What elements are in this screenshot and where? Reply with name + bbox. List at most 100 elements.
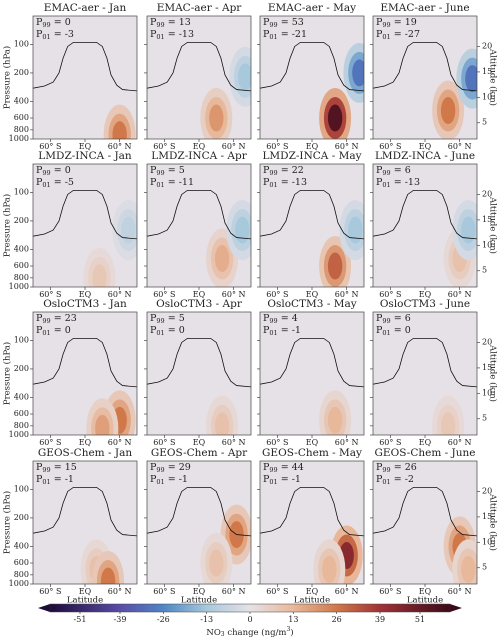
anomaly-contour <box>327 406 343 434</box>
anomaly-contour <box>461 555 476 583</box>
panel-title: GEOS-Chem - June <box>375 447 476 459</box>
colorbar-tick-label: 13 <box>288 615 298 624</box>
y-tick-label: 400 <box>14 244 29 253</box>
tropopause <box>260 337 364 388</box>
x-tick-label: 60° S <box>153 438 175 447</box>
tropopause <box>147 189 251 240</box>
y-tick-label: 800 <box>14 570 29 579</box>
anomaly-contour <box>327 252 343 280</box>
anomaly-contour <box>352 59 364 87</box>
x-tick-label: 60° N <box>108 142 132 151</box>
y-tick-label: 600 <box>14 558 29 567</box>
x-tick-label: 60° N <box>108 438 132 447</box>
stat-label: P99 = 53 <box>263 17 304 30</box>
x-tick-label: EQ <box>419 290 432 299</box>
y-tick-label: 100 <box>14 484 29 493</box>
tropopause <box>33 486 137 537</box>
tropopause <box>373 41 477 92</box>
x-tick-label: 60° S <box>379 587 401 596</box>
x-tick-label: EQ <box>193 587 206 596</box>
y-tick-label: 200 <box>14 216 29 225</box>
stat-label: P01 = -1 <box>263 474 301 487</box>
tropopause <box>373 189 477 240</box>
panel-title: EMAC-aer - May <box>268 2 356 14</box>
field <box>373 337 477 435</box>
x-axis-label: Latitude <box>181 596 217 606</box>
x-tick-label: EQ <box>419 142 432 151</box>
anomaly-contour <box>95 414 110 435</box>
stat-label: P01 = -13 <box>263 177 307 190</box>
panel-title: GEOS-Chem - May <box>262 447 362 459</box>
y-tick-label: 1000 <box>9 579 29 588</box>
stat-label: P01 = 0 <box>36 325 71 338</box>
y-tick-label: 100 <box>14 187 29 196</box>
x-tick-label: 60° S <box>379 142 401 151</box>
panel-title: OsloCTM3 - June <box>380 298 470 310</box>
y-tick-label: 1000 <box>9 430 29 439</box>
colorbar-tick-label: -26 <box>157 615 170 624</box>
field <box>260 486 364 584</box>
y-tick-label: 400 <box>14 541 29 550</box>
x-tick-label: 60° N <box>108 290 132 299</box>
stat-label: P01 = -1 <box>150 474 188 487</box>
x-tick-label: 60° N <box>335 438 359 447</box>
y-tick-label: 1000 <box>9 134 29 143</box>
y2-axis-label: Altitude (km) <box>488 196 499 254</box>
colorbar-min-extend <box>38 604 50 612</box>
field <box>260 41 364 139</box>
x-tick-label: EQ <box>79 587 92 596</box>
tropopause <box>260 189 364 240</box>
x-tick-label: 60° N <box>448 587 472 596</box>
stat-label: P99 = 13 <box>150 17 191 30</box>
y2-tick-label: 15 <box>482 215 492 224</box>
stat-label: P99 = 15 <box>36 462 77 475</box>
y-tick-label: 100 <box>14 335 29 344</box>
stat-label: P01 = -2 <box>376 474 414 487</box>
anomaly-contour <box>327 104 343 132</box>
y-tick-label: 200 <box>14 364 29 373</box>
y2-axis-label: Altitude (km) <box>488 48 499 106</box>
x-tick-label: 60° S <box>266 142 288 151</box>
stat-label: P99 = 0 <box>36 165 71 178</box>
x-tick-label: EQ <box>306 142 319 151</box>
stat-label: P99 = 6 <box>376 165 411 178</box>
colorbar-label: NO3 change (ng/m3) <box>206 626 293 638</box>
x-tick-label: 60° N <box>222 142 246 151</box>
x-tick-label: 60° S <box>266 587 288 596</box>
stat-label: P01 = -13 <box>376 177 420 190</box>
x-tick-label: 60° S <box>153 290 175 299</box>
field <box>147 189 251 287</box>
x-tick-label: 60° S <box>266 290 288 299</box>
y-tick-label: 600 <box>14 113 29 122</box>
field <box>260 337 364 435</box>
y2-tick-label: 20 <box>482 41 492 50</box>
anomaly-contour <box>121 216 136 244</box>
colorbar: -51 -39 -26 -13 0 13 26 39 51 NO3 change (ng/m3) <box>38 603 462 638</box>
x-tick-label: 60° N <box>335 142 359 151</box>
stat-label: P99 = 5 <box>150 165 185 178</box>
field <box>147 486 251 584</box>
y-tick-label: 800 <box>14 421 29 430</box>
tropopause <box>260 486 364 537</box>
anomaly-contour <box>209 104 224 132</box>
y2-tick-label: 10 <box>482 388 492 397</box>
colorbar-tick-label: 51 <box>415 615 425 624</box>
y-tick-label: 200 <box>14 513 29 522</box>
panel-title: GEOS-Chem - Jan <box>38 447 132 459</box>
anomaly-contour <box>322 555 337 583</box>
stat-label: P99 = 22 <box>263 165 304 178</box>
stat-label: P99 = 29 <box>150 462 191 475</box>
x-tick-label: 60° S <box>379 290 401 299</box>
stat-label: P01 = -5 <box>36 177 74 190</box>
colorbar-max-extend <box>450 604 462 612</box>
y-tick-label: 100 <box>14 39 29 48</box>
x-tick-label: 60° N <box>448 438 472 447</box>
x-tick-label: EQ <box>419 587 432 596</box>
tropopause <box>147 337 251 388</box>
colorbar-body <box>49 603 451 613</box>
tropopause <box>373 337 477 388</box>
y2-tick-label: 15 <box>482 512 492 521</box>
